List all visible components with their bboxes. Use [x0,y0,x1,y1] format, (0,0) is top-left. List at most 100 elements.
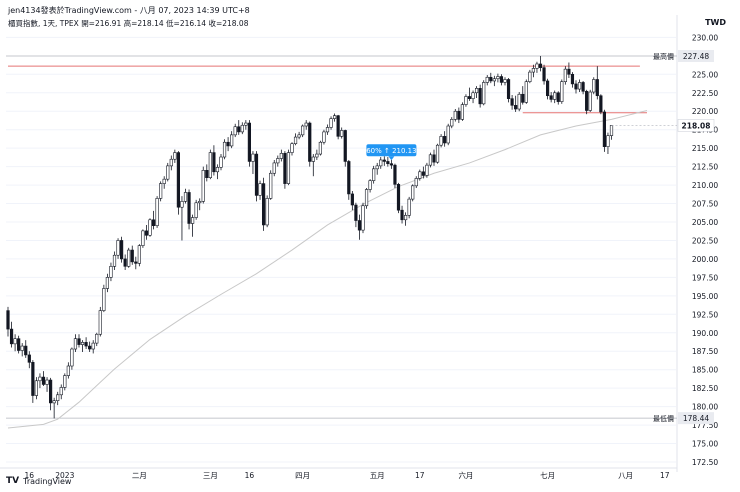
candle-body [258,183,262,196]
candle-body [13,338,17,345]
candle-body [144,230,149,236]
candle-body [443,136,447,144]
candle-body [489,76,493,82]
candle-body [538,63,543,68]
candle-body [425,164,429,176]
y-tick-label: 230.00 [692,33,718,42]
candle-body [123,258,127,267]
candle-body [84,342,88,347]
candle-body [269,172,273,199]
candle-body [570,74,575,85]
price-level-value: 227.48 [683,52,709,61]
candle-body [105,277,109,289]
candle-body [389,163,394,166]
candle-body [485,76,489,83]
legend-open: 開=216.91 [81,19,122,28]
candle-body [595,79,599,97]
candle-body [386,161,390,164]
x-tick-label: 八月 [618,471,633,480]
candle-body [215,167,220,173]
candle-body [464,96,468,105]
candle-body [261,183,266,226]
candle-body [212,152,216,173]
candle-body [205,170,209,178]
candle-body [293,136,298,145]
candle-body [301,125,305,136]
candle-body [59,387,63,396]
y-tick-label: 185.00 [692,366,718,375]
candle-body [471,92,475,99]
candle-body [286,152,291,184]
y-tick-label: 202.50 [692,236,718,245]
candle-body [446,125,450,144]
candle-body [503,79,507,83]
candle-body [517,93,521,110]
candle-body [439,136,443,146]
y-tick-label: 175.00 [692,440,718,449]
annotation-callout: 60% ↑ 210.13 [366,144,417,161]
y-tick-label: 195.00 [692,292,718,301]
candle-body [435,144,440,163]
candle-body [272,162,276,174]
x-tick-label: 2023 [55,471,74,480]
candle-body [56,394,60,402]
price-level-badge [678,412,714,425]
candle-body [80,342,85,345]
x-tick-label: 四月 [295,471,310,480]
y-tick-label: 187.50 [692,347,718,356]
candle-body [510,98,514,106]
candle-body [414,178,418,187]
footer-brand-text: TradingView [23,476,72,486]
y-tick-label: 192.50 [692,310,718,319]
candle-body [599,95,603,113]
candle-body [311,156,315,162]
x-tick-label: 七月 [540,471,555,480]
candle-body [198,201,202,204]
candle-body [244,122,248,126]
candle-body [180,201,184,208]
moving-average-line [7,110,648,429]
candle-body [141,230,145,246]
candle-body [176,152,181,208]
candle-body [116,240,120,256]
candle-body [574,83,578,90]
candle-body [151,219,156,226]
candle-body [41,376,46,385]
annotation-box [366,144,417,157]
candle-body [290,143,294,153]
candle-body [396,184,401,211]
x-tick-label: 五月 [370,471,385,480]
candle-body [549,95,553,100]
legend-symbol: 櫃買指數, 1天, TPEX [8,19,79,28]
page-header-title: jen4134發表於TradingView.com - 八月 07, 2023 … [8,6,250,15]
candle-body [553,92,557,100]
candle-body [606,135,610,147]
candle-body [226,141,230,147]
candle-body [450,119,454,127]
y-tick-label: 180.00 [692,403,718,412]
candle-body [112,254,117,267]
candle-body [524,81,528,103]
candle-body [183,192,188,202]
candle-body [372,168,376,181]
candle-body [315,153,319,158]
candle-body [545,80,550,97]
price-level-name: 最高價 [653,52,674,61]
candle-body [411,185,415,200]
y-tick-label: 225.00 [692,70,718,79]
candle-body [457,110,461,120]
candle-body [98,310,102,335]
candle-body [560,81,564,102]
y-tick-label: 190.00 [692,329,718,338]
candle-body [581,82,585,92]
y-tick-label: 177.50 [692,421,718,430]
legend-high: 高=218.14 [123,19,164,28]
candle-body [336,115,340,137]
symbol-legend: 櫃買指數, 1天, TPEX 開=216.91 高=218.14 低=216.1… [8,18,248,29]
y-tick-label: 205.00 [692,218,718,227]
current-price-value: 218.08 [682,121,711,130]
y-tick-label: 207.50 [692,200,718,209]
candle-body [20,345,24,351]
candle-body [585,90,589,111]
